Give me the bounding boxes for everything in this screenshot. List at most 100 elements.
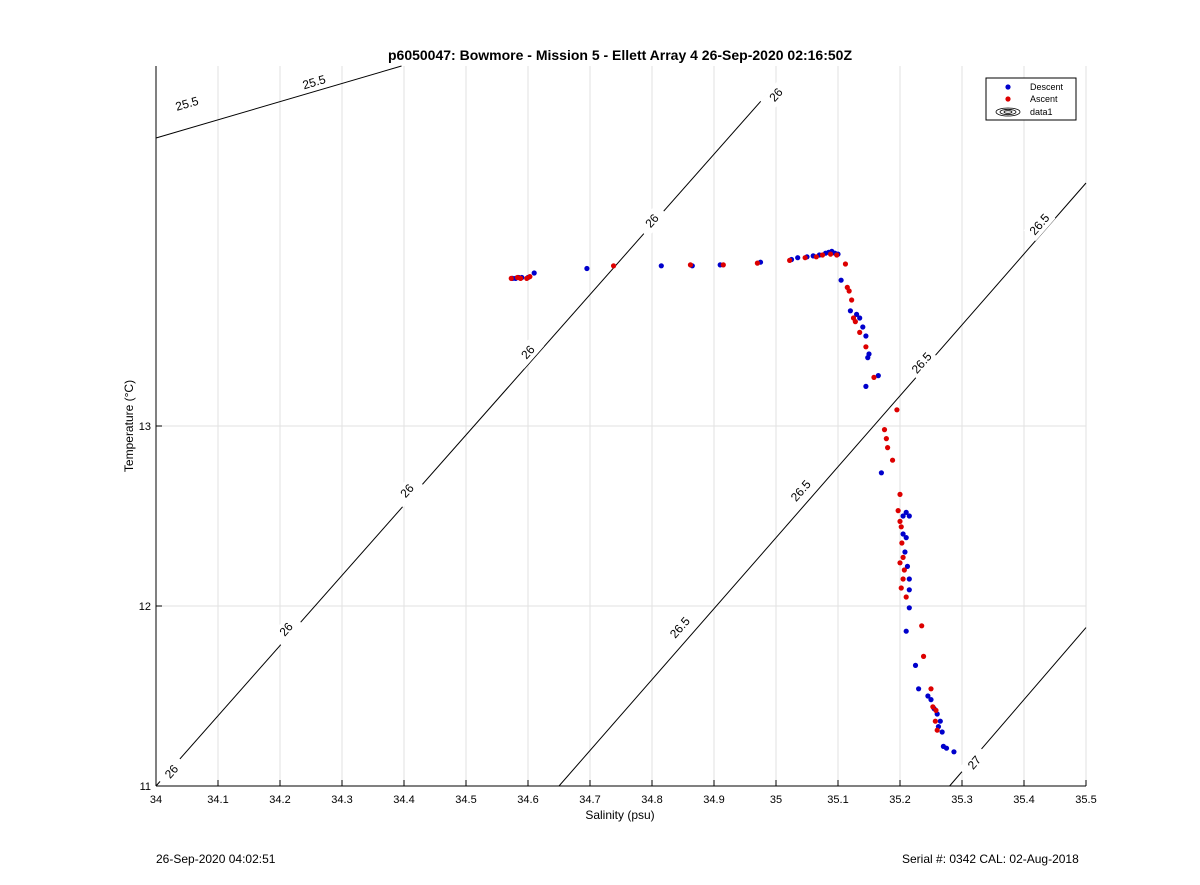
ascent-point [610, 263, 617, 269]
legend-descent-marker [1005, 84, 1011, 90]
descent-point [906, 513, 912, 519]
descent-point [925, 693, 931, 699]
axes: 34 34.1 34.2 34.3 34.4 34.5 34.6 34.7 34.8 34.9 35… [139, 66, 1097, 806]
contour-line-25.5 [155, 65, 402, 139]
ascent-point [881, 427, 888, 433]
contour-label-mask [1023, 207, 1056, 241]
contour-label-mask [512, 335, 544, 369]
x-tick-label: 34.1 [207, 794, 228, 806]
x-tick-label: 35.4 [1013, 794, 1034, 806]
ascent-point [934, 727, 940, 733]
x-tick-label: 34.2 [269, 794, 290, 806]
descent-point [951, 749, 957, 755]
contour-label-mask [270, 612, 303, 646]
ascent-point [834, 252, 840, 258]
descent-point [906, 587, 912, 593]
descent-point [903, 509, 909, 515]
ascent-point [894, 407, 900, 413]
descent-point [875, 373, 881, 379]
ascent-point [508, 275, 514, 281]
ascent-point [932, 718, 938, 724]
descent-point [937, 718, 943, 724]
x-tick-label: 34.5 [455, 794, 476, 806]
descent-point [906, 576, 912, 582]
serial-calibration: Serial #: 0342 CAL: 02-Aug-2018 [902, 852, 1079, 866]
contour-label-mask [664, 611, 696, 645]
ascent-point [802, 255, 808, 261]
legend-label: Descent [1030, 82, 1064, 92]
x-tick-label: 35 [770, 794, 782, 806]
contour-label-mask [391, 474, 424, 508]
ascent-point [852, 319, 858, 325]
x-tick-label: 34.8 [641, 794, 662, 806]
ascent-point [863, 344, 869, 350]
contour-label: 25.5 [174, 94, 201, 114]
descent-point [928, 697, 934, 703]
ascent-point [849, 297, 855, 303]
descent-point [865, 355, 871, 361]
descent-point [878, 470, 885, 476]
descent-point [916, 686, 922, 692]
ascent-point [930, 704, 936, 710]
descent-point [863, 383, 869, 389]
ascent-point [901, 567, 907, 573]
legend-contour-icon [1003, 110, 1013, 114]
contour-line-26 [155, 83, 777, 787]
ascent-point [919, 623, 925, 629]
ascent-point [527, 274, 533, 280]
y-axis-label: Temperature (°C) [122, 380, 136, 472]
ascent-point [897, 518, 903, 525]
ascent-point [900, 554, 906, 561]
legend-ascent-marker [1005, 96, 1011, 102]
descent-point [863, 333, 869, 339]
descent-point [900, 513, 906, 519]
descent-point [902, 549, 908, 555]
x-axis-label: Salinity (psu) [585, 808, 654, 822]
ascent-point [897, 491, 903, 497]
ascent-point [883, 436, 889, 442]
descent-point [531, 270, 537, 276]
ascent-point [900, 576, 906, 582]
legend-contour-icon [999, 108, 1017, 116]
ascent-point [933, 707, 939, 714]
ascent-point [787, 257, 793, 263]
ascent-point [517, 275, 524, 281]
ascent-point [720, 262, 726, 268]
descent-point [912, 662, 919, 669]
descent-point [854, 311, 860, 317]
contour-label-mask [958, 746, 991, 780]
legend-label: Ascent [1030, 94, 1058, 104]
y-tick-label: 12 [139, 601, 151, 613]
x-tick-label: 34.6 [517, 794, 538, 806]
descent-point [900, 531, 906, 537]
ascent-point [885, 445, 891, 451]
ascent-point [889, 457, 896, 463]
contour-label-mask [760, 78, 792, 112]
contour-label-mask [784, 474, 817, 508]
legend-box [985, 77, 1077, 121]
descent-point [795, 255, 801, 261]
ascent-point [898, 524, 904, 530]
descent-point [943, 745, 950, 751]
data-points [508, 248, 957, 755]
x-tick-label: 34 [150, 794, 162, 806]
ascent-point [871, 374, 877, 380]
ascent-point [898, 585, 904, 591]
descent-point [860, 324, 866, 330]
print-timestamp: 26-Sep-2020 04:02:51 [156, 852, 276, 866]
descent-point [658, 263, 664, 269]
contour-label: 25.5 [301, 72, 328, 92]
y-tick-label: 11 [140, 781, 151, 793]
x-tick-label: 34.7 [579, 794, 600, 806]
descent-point [906, 605, 912, 611]
descent-point [838, 277, 844, 283]
x-tick-label: 34.9 [703, 794, 724, 806]
ascent-point [928, 686, 934, 692]
descent-point [939, 729, 945, 735]
chart-title: p6050047: Bowmore - Mission 5 - Ellett A… [388, 47, 852, 63]
x-tick-label: 35.1 [827, 794, 848, 806]
y-tick-label: 13 [139, 421, 151, 433]
x-tick-label: 35.3 [951, 794, 972, 806]
